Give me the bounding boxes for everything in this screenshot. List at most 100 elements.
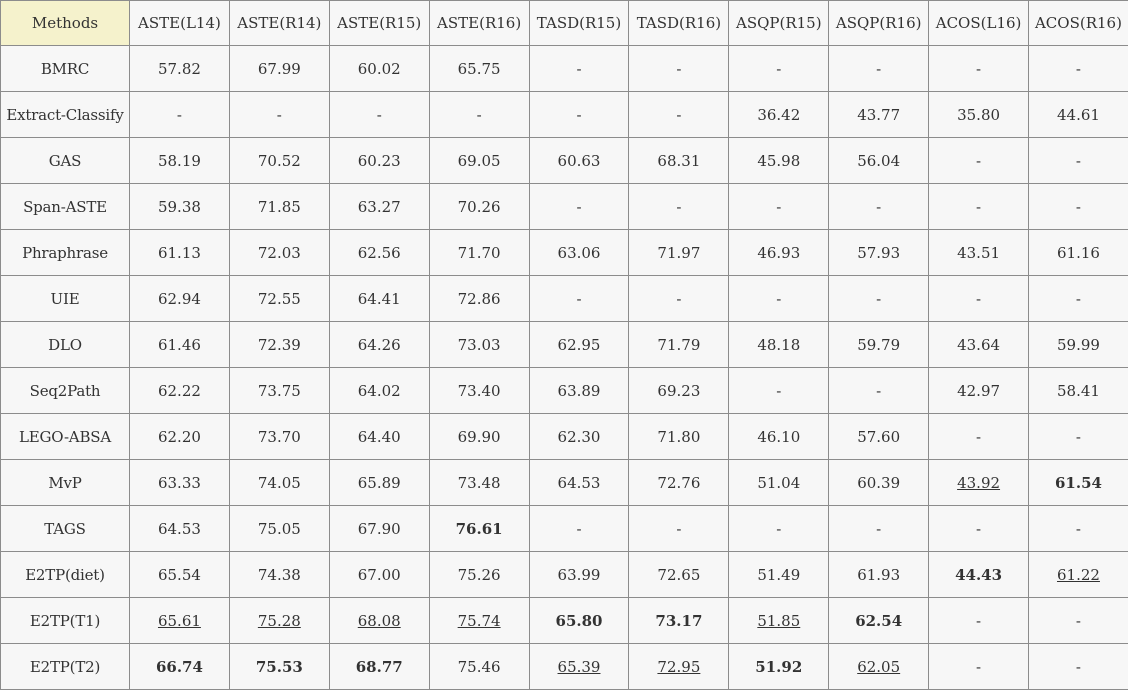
best-score-value: 68.77 [356,658,403,676]
score-cell: - [829,506,929,552]
header-aste-r15: ASTE(R15) [329,1,429,46]
score-cell: 64.53 [130,506,230,552]
method-name-cell: MvP [1,460,130,506]
score-cell: 46.10 [729,414,829,460]
score-value: - [976,612,981,630]
score-cell: - [729,506,829,552]
score-cell: - [729,368,829,414]
score-value: 57.60 [857,428,900,446]
score-cell: 64.41 [329,276,429,322]
score-cell: 59.79 [829,322,929,368]
score-cell: - [130,92,230,138]
score-cell: 69.05 [429,138,529,184]
score-cell: 73.75 [229,368,329,414]
score-value: 57.93 [857,244,900,262]
best-score-value: 75.53 [256,658,303,676]
score-value: 74.05 [258,474,301,492]
score-value: 71.70 [458,244,501,262]
score-cell: 61.46 [130,322,230,368]
score-value: 67.90 [358,520,401,538]
score-cell: - [729,184,829,230]
score-value: - [976,658,981,676]
score-value: 61.13 [158,244,201,262]
method-name-cell: TAGS [1,506,130,552]
header-acos-r16: ACOS(R16) [1029,1,1128,46]
score-cell: 73.48 [429,460,529,506]
score-cell: 75.05 [229,506,329,552]
score-value: - [676,520,681,538]
score-value: 62.20 [158,428,201,446]
score-cell: - [829,368,929,414]
score-cell: - [929,506,1029,552]
score-cell: 75.46 [429,644,529,690]
score-value: 58.19 [158,152,201,170]
best-score-value: 61.54 [1055,474,1102,492]
score-cell: - [629,92,729,138]
score-value: - [876,382,881,400]
best-score-value: 73.17 [655,612,702,630]
score-value: 56.04 [857,152,900,170]
second-best-score-value: 61.22 [1057,566,1100,584]
score-cell: 72.03 [229,230,329,276]
score-value: - [776,198,781,216]
score-cell: 70.52 [229,138,329,184]
best-score-value: 66.74 [156,658,203,676]
score-cell: - [629,506,729,552]
score-value: 62.95 [558,336,601,354]
score-value: 57.82 [158,60,201,78]
method-name-cell: Phraphrase [1,230,130,276]
score-value: 63.33 [158,474,201,492]
score-value: 73.70 [258,428,301,446]
score-cell: 71.80 [629,414,729,460]
score-cell: 61.54 [1029,460,1128,506]
score-value: 64.41 [358,290,401,308]
score-cell: - [729,46,829,92]
score-value: 59.99 [1057,336,1100,354]
score-value: - [177,106,182,124]
score-cell: 43.92 [929,460,1029,506]
header-tasd-r15: TASD(R15) [529,1,629,46]
score-value: 43.77 [857,106,900,124]
score-cell: 64.02 [329,368,429,414]
score-cell: 74.05 [229,460,329,506]
score-cell: - [529,184,629,230]
score-value: - [477,106,482,124]
score-value: 48.18 [757,336,800,354]
score-cell: 62.54 [829,598,929,644]
score-cell: 58.41 [1029,368,1128,414]
score-value: 73.40 [458,382,501,400]
score-value: 42.97 [957,382,1000,400]
score-value: 60.63 [558,152,601,170]
header-tasd-r16: TASD(R16) [629,1,729,46]
score-cell: 65.89 [329,460,429,506]
score-value: 63.89 [558,382,601,400]
score-cell: 51.85 [729,598,829,644]
score-value: 64.53 [158,520,201,538]
score-value: - [876,198,881,216]
score-value: 61.46 [158,336,201,354]
score-cell: 61.22 [1029,552,1128,598]
score-value: - [776,382,781,400]
score-cell: 75.74 [429,598,529,644]
score-value: - [776,520,781,538]
score-value: - [1076,152,1081,170]
score-value: 72.55 [258,290,301,308]
score-cell: 60.02 [329,46,429,92]
score-cell: 57.60 [829,414,929,460]
score-cell: 67.99 [229,46,329,92]
method-name-cell: E2TP(T1) [1,598,130,644]
score-value: 60.02 [358,60,401,78]
score-cell: 71.70 [429,230,529,276]
score-value: 73.48 [458,474,501,492]
score-cell: - [329,92,429,138]
header-row: Methods ASTE(L14) ASTE(R14) ASTE(R15) AS… [1,1,1128,46]
second-best-score-value: 75.28 [258,612,301,630]
